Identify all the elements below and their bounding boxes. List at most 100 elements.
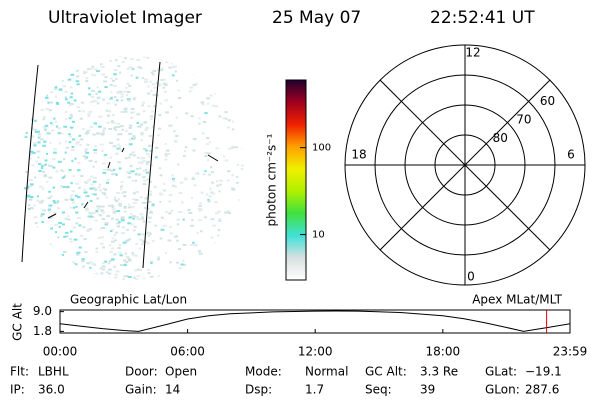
- pixel: [73, 269, 77, 272]
- pixel: [230, 228, 235, 231]
- pixel: [149, 115, 153, 118]
- pixel: [69, 126, 74, 129]
- pixel: [55, 78, 59, 81]
- pixel: [82, 63, 85, 66]
- pixel: [107, 262, 111, 265]
- pixel: [132, 135, 136, 138]
- ring-label: 70: [516, 113, 531, 127]
- pixel: [23, 187, 27, 190]
- pixel: [226, 170, 231, 173]
- pixel: [64, 118, 68, 121]
- pixel: [171, 174, 174, 177]
- pixel: [42, 65, 46, 68]
- pixel: [193, 276, 196, 279]
- pixel: [62, 85, 67, 88]
- pixel: [84, 132, 88, 135]
- pixel: [148, 149, 153, 152]
- pixel: [42, 118, 46, 121]
- pixel: [109, 59, 112, 62]
- pixel: [173, 185, 178, 188]
- pixel: [36, 57, 40, 60]
- pixel: [129, 153, 133, 156]
- pixel: [115, 77, 118, 80]
- pixel: [120, 185, 123, 188]
- pixel: [210, 236, 214, 239]
- pixel: [143, 147, 147, 150]
- pixel: [42, 89, 45, 92]
- pixel: [104, 260, 108, 263]
- pixel: [137, 161, 141, 164]
- pixel: [104, 153, 107, 156]
- pixel: [22, 69, 26, 72]
- pixel: [111, 206, 115, 209]
- pixel: [160, 78, 164, 81]
- pixel: [157, 256, 160, 259]
- colorbar-tick-label: 100: [312, 143, 331, 154]
- pixel: [76, 140, 80, 143]
- pixel: [147, 145, 151, 148]
- pixel: [231, 120, 236, 123]
- pixel: [209, 187, 212, 190]
- pixel: [76, 251, 81, 254]
- pixel: [57, 127, 61, 130]
- pixel: [216, 234, 220, 237]
- pixel: [137, 66, 141, 69]
- pixel: [236, 181, 239, 184]
- pixel: [122, 278, 126, 280]
- pixel: [164, 143, 167, 146]
- pixel: [72, 175, 75, 178]
- pixel: [124, 240, 129, 243]
- pixel: [126, 90, 131, 93]
- pixel: [130, 213, 133, 216]
- pixel: [106, 178, 110, 181]
- pixel: [126, 260, 129, 263]
- pixel: [42, 164, 45, 167]
- pixel: [204, 154, 208, 157]
- pixel: [147, 105, 151, 108]
- pixel: [40, 98, 43, 101]
- pixel: [90, 282, 94, 284]
- pixel: [33, 144, 37, 147]
- pixel: [86, 143, 90, 146]
- pixel: [156, 258, 161, 261]
- pixel: [74, 157, 77, 160]
- pixel: [110, 91, 113, 94]
- pixel: [75, 211, 79, 214]
- pixel: [57, 160, 62, 163]
- pixel: [76, 106, 81, 109]
- pixel: [93, 152, 97, 155]
- pixel: [118, 167, 122, 170]
- pixel: [39, 100, 43, 103]
- pixel: [114, 283, 116, 285]
- pixel: [216, 271, 220, 274]
- pixel: [95, 209, 99, 212]
- pixel: [62, 185, 66, 188]
- pixel: [162, 78, 166, 81]
- pixel: [101, 205, 105, 208]
- pixel: [227, 240, 231, 243]
- field-label: GC Alt:: [365, 365, 407, 379]
- pixel: [230, 88, 234, 91]
- pixel: [223, 155, 226, 158]
- pixel: [141, 201, 146, 204]
- pixel: [108, 259, 112, 262]
- pixel: [73, 99, 77, 102]
- pixel: [128, 206, 132, 209]
- pixel: [168, 194, 173, 197]
- pixel: [95, 250, 98, 253]
- pixel: [24, 240, 29, 243]
- pixel: [86, 130, 89, 133]
- pixel: [243, 78, 244, 81]
- pixel: [124, 57, 128, 60]
- pixel: [118, 90, 123, 93]
- pixel: [209, 285, 211, 287]
- pixel: [228, 57, 233, 60]
- pixel: [183, 275, 187, 278]
- pixel: [89, 67, 92, 70]
- pixel: [67, 272, 70, 275]
- pixel: [158, 83, 162, 86]
- pixel: [29, 183, 34, 186]
- pixel: [39, 201, 43, 204]
- pixel: [28, 255, 31, 258]
- pixel: [27, 219, 31, 222]
